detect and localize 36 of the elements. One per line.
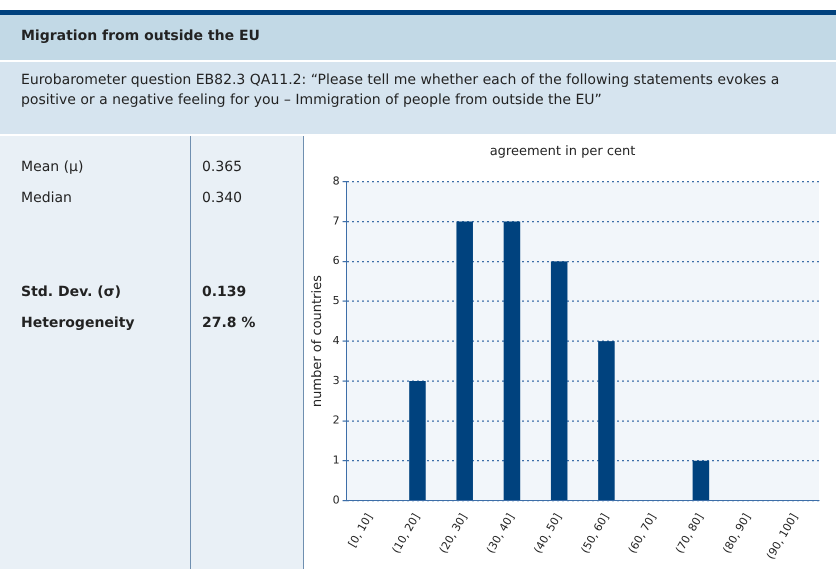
x-tick-label: (10, 20] — [389, 511, 423, 556]
bar — [598, 341, 615, 500]
text: 0.139 — [202, 284, 246, 300]
text: Mean (μ) — [21, 159, 84, 175]
y-tick-label: 7 — [332, 214, 340, 228]
bar — [692, 460, 710, 500]
y-tick-label: 2 — [332, 414, 340, 427]
y-tick-label: 0 — [332, 493, 340, 506]
text: 0.365 — [202, 159, 242, 175]
x-tick-label: [0, 10] — [346, 511, 376, 550]
text: 27.8 % — [202, 315, 256, 331]
text: Median — [21, 190, 72, 206]
text: Eurobarometer question EB82.3 QA11.2: “Please tell me whether each of the following statements evokes a positive or a negative feeling for you – Immigration of people from outside the EU” — [21, 71, 780, 110]
bar — [456, 221, 473, 500]
x-tick-label: (60, 70] — [626, 511, 659, 556]
y-axis-title: number of countries — [310, 274, 326, 408]
y-tick-label: 3 — [332, 374, 340, 387]
y-tick-label: 6 — [332, 254, 340, 268]
bar — [550, 261, 568, 500]
chart-title: agreement in per cent — [490, 144, 636, 160]
y-tick-label: 4 — [332, 334, 340, 347]
y-tick-label: 1 — [332, 454, 340, 467]
x-tick-label: (30, 40] — [484, 511, 518, 556]
bar — [504, 221, 520, 500]
bar — [409, 380, 426, 500]
text: 0.340 — [202, 190, 242, 206]
x-tick-label: (70, 80] — [672, 511, 706, 556]
x-tick-label: (80, 90] — [720, 511, 754, 556]
y-tick-label: 8 — [332, 174, 340, 188]
text: Migration from outside the EU — [21, 28, 260, 44]
text: Std. Dev. (σ) — [21, 284, 121, 300]
x-tick-label: (40, 50] — [531, 511, 564, 556]
text: Heterogeneity — [21, 315, 135, 331]
x-tick-label: (20, 30] — [436, 511, 470, 556]
x-tick-label: (50, 60] — [578, 511, 612, 556]
y-tick-label: 5 — [332, 294, 340, 308]
